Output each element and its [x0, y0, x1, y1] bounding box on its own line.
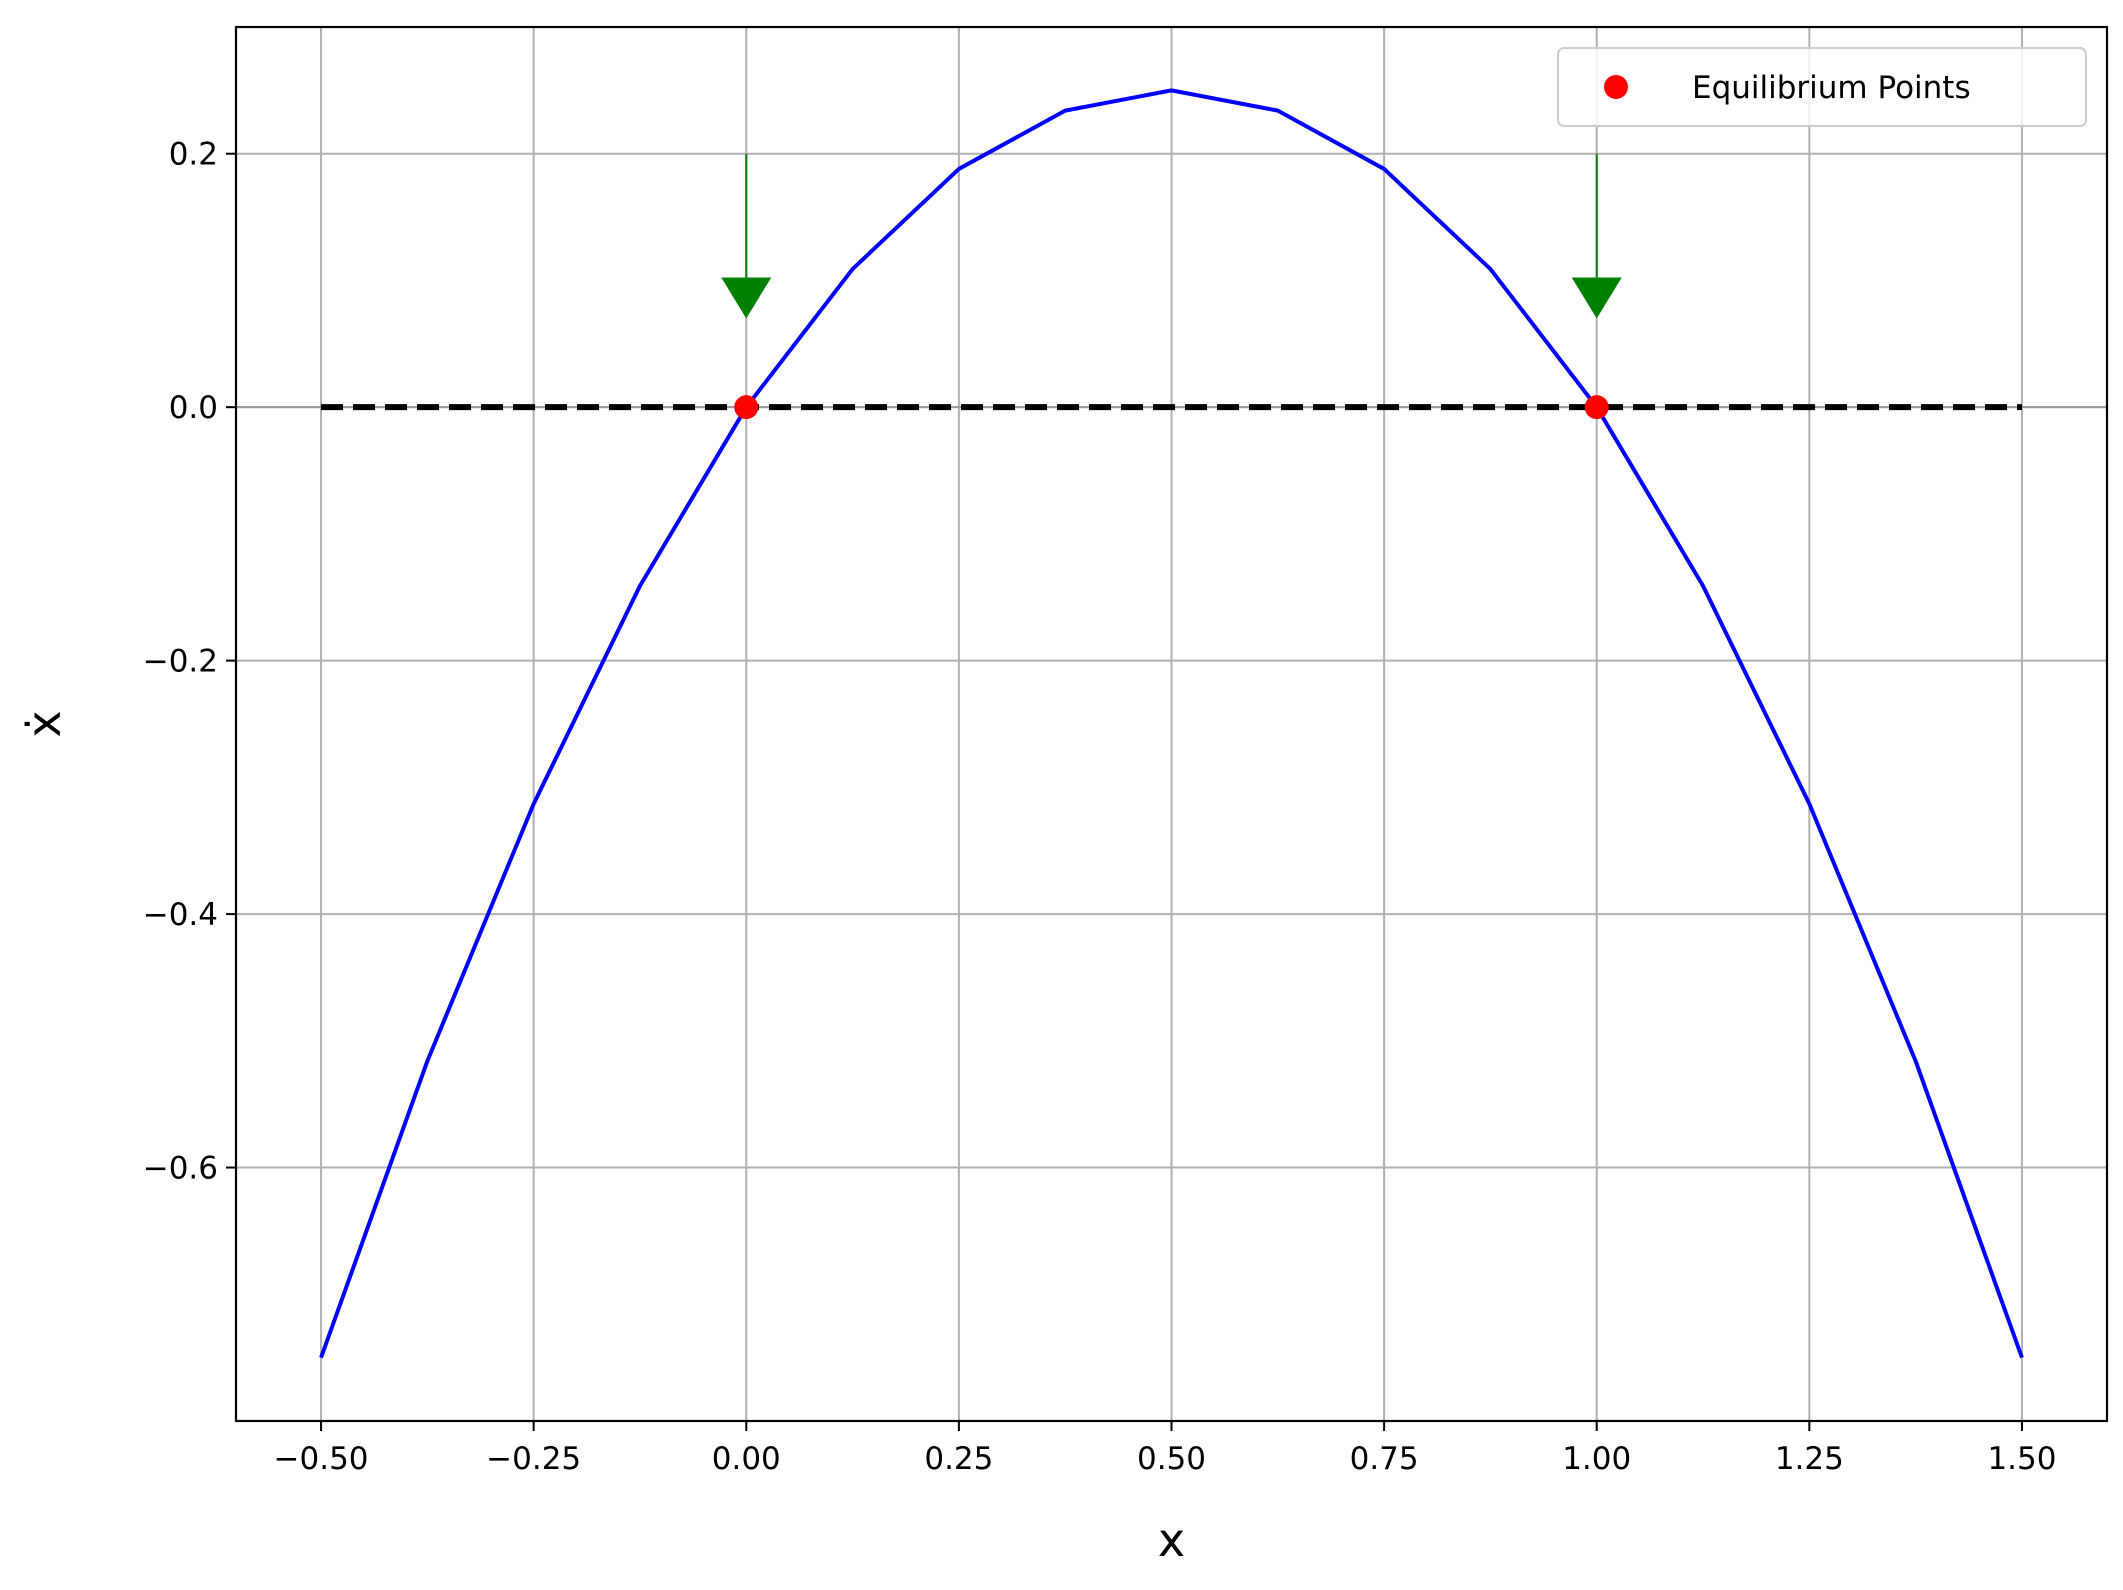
direction-arrow [1571, 153, 1622, 319]
x-tick-label: −0.50 [274, 1441, 369, 1477]
x-tick-label: −0.25 [486, 1441, 581, 1477]
direction-arrow [721, 153, 772, 319]
legend: Equilibrium Points [1557, 47, 2087, 127]
x-tick-label: 1.00 [1562, 1441, 1631, 1477]
x-tick-label: 0.50 [1137, 1441, 1206, 1477]
x-dot-curve [319, 88, 2024, 1359]
y-tick-label: 0.2 [169, 137, 218, 173]
x-tick-label: 0.25 [924, 1441, 993, 1477]
x-tick-label: 0.00 [712, 1441, 781, 1477]
y-tick-label: −0.6 [143, 1151, 218, 1187]
arrow-head [1571, 277, 1622, 319]
equilibrium-points [734, 395, 1609, 420]
y-tick-label: −0.2 [143, 644, 218, 680]
direction-arrows [721, 153, 1622, 319]
x-tick-label: 1.50 [1987, 1441, 2056, 1477]
y-axis-label: ẋ [17, 710, 71, 737]
legend-box [1557, 47, 2087, 127]
equilibrium-point [734, 395, 759, 420]
series [319, 88, 2024, 1359]
y-tick-label: −0.4 [143, 897, 218, 933]
x-tick-label: 1.25 [1775, 1441, 1844, 1477]
legend-label: Equilibrium Points [1692, 70, 1971, 106]
equilibrium-point [1584, 395, 1609, 420]
y-ticks: 0.2 0.0 −0.2 −0.4 −0.6 [143, 137, 236, 1187]
legend-marker [1604, 75, 1628, 99]
x-axis-label: x [1158, 1513, 1185, 1567]
x-ticks: −0.50 −0.25 0.00 0.25 0.50 0.75 1.00 1.25 1.50 [274, 1421, 2056, 1477]
grid [236, 27, 2107, 1421]
y-tick-label: 0.0 [169, 390, 218, 426]
arrow-head [721, 277, 772, 319]
x-tick-label: 0.75 [1350, 1441, 1419, 1477]
